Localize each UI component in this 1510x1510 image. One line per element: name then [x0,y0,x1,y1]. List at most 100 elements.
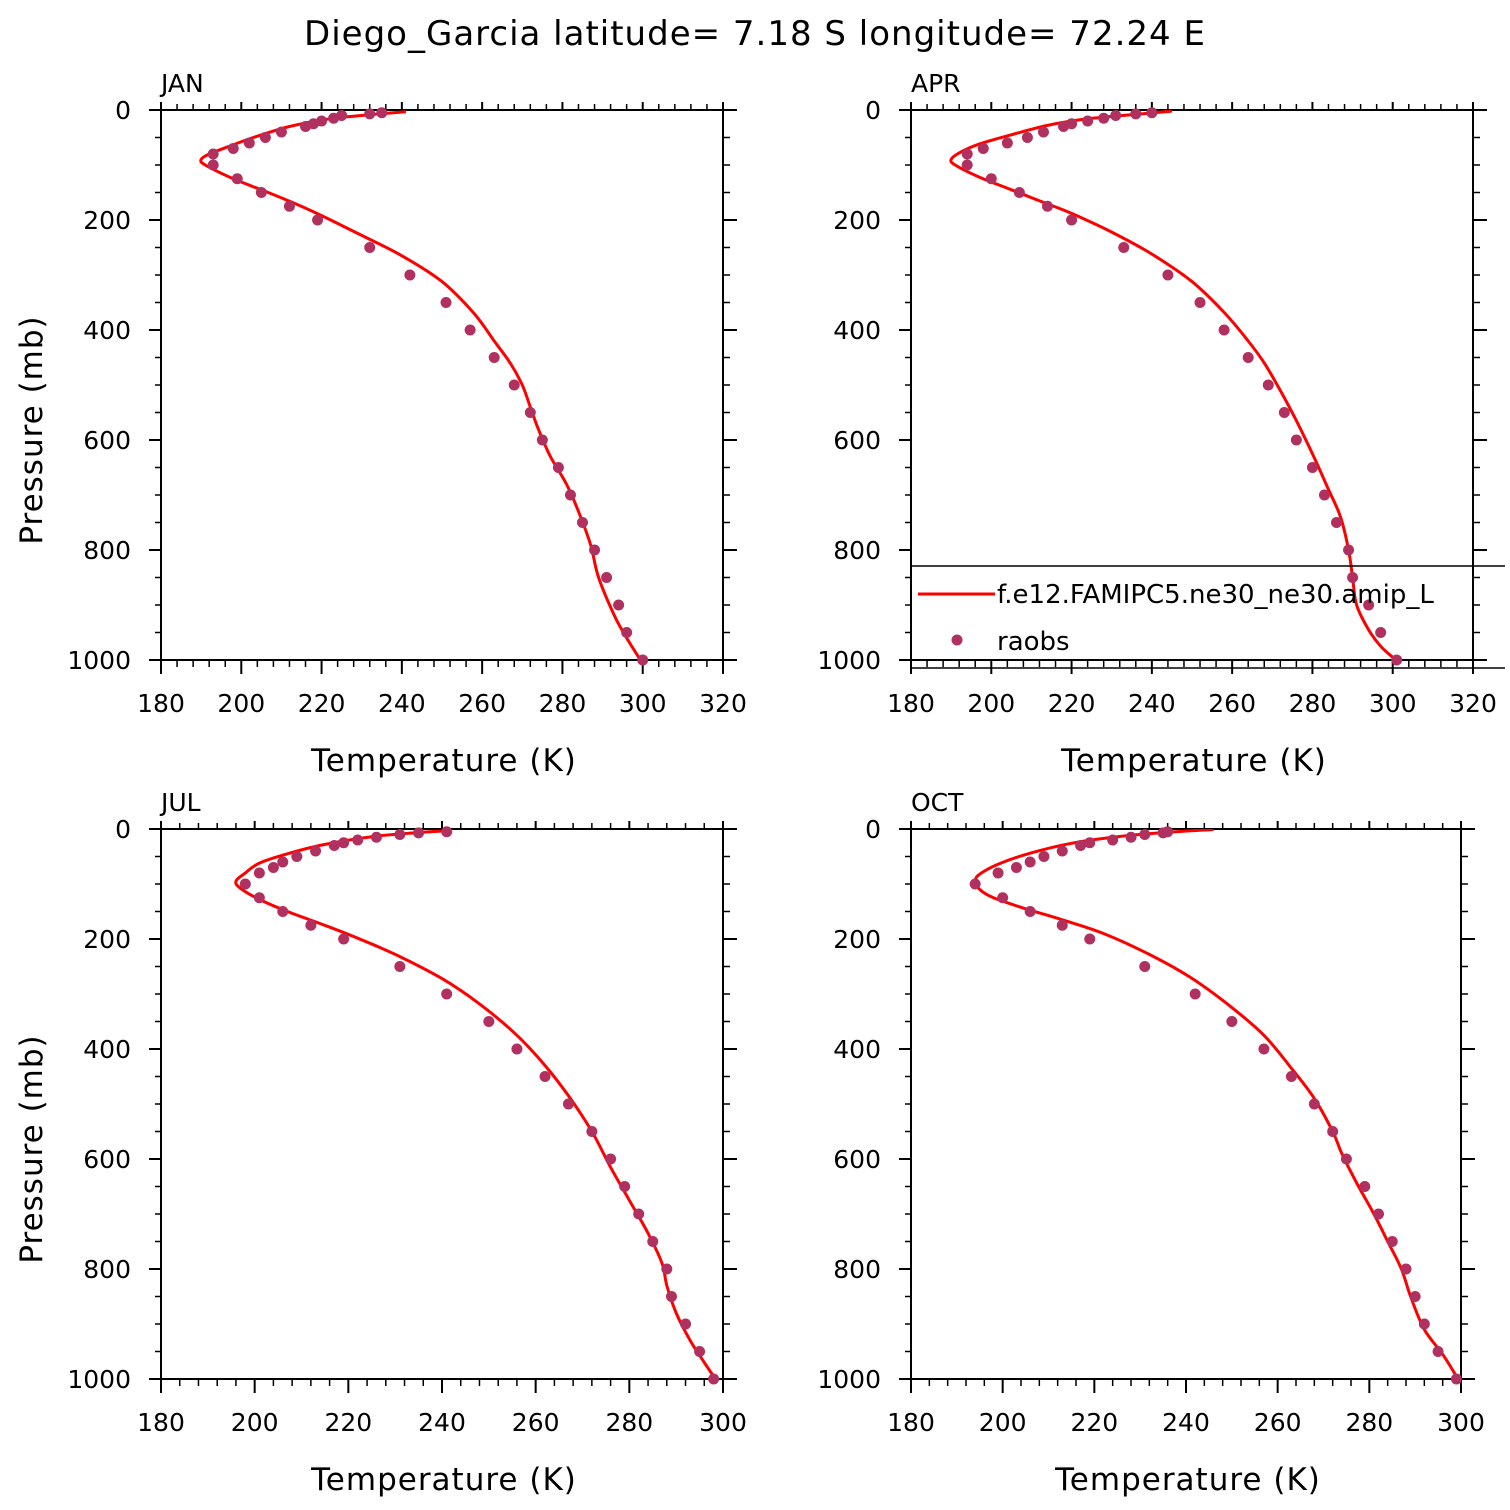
jan-raobs-point [552,462,564,473]
jan-y-tick-label: 200 [83,206,131,235]
apr-raobs-point [1343,544,1355,556]
jul-x-axis-label: Temperature (K) [310,1462,577,1498]
oct-x-tick-label: 260 [1254,1408,1302,1437]
oct-x-tick-label: 220 [1070,1408,1118,1437]
jan-raobs-point [637,654,649,666]
oct-raobs-point [1056,919,1068,931]
apr-y-tick-label: 200 [833,206,881,235]
oct-x-tick-label: 180 [887,1408,935,1437]
jul-x-tick-label: 300 [699,1408,747,1437]
jul-raobs-point [253,867,265,879]
jan-x-tick-label: 280 [539,689,587,718]
jul-raobs-point [239,878,251,890]
oct-model-line [973,829,1458,1378]
apr-x-tick-label: 220 [1048,689,1096,718]
jul-raobs-point [562,1098,574,1110]
jan-y-tick-label: 0 [115,96,131,125]
jan-x-tick-label: 240 [378,689,426,718]
jan-raobs-point [227,143,239,154]
apr-y-tick-label: 400 [833,316,881,345]
apr-raobs-point [1262,379,1274,391]
apr-panel: 180 200 220 240 260 280 300 320 0 200 400 600 800 100… [817,69,1496,779]
oct-raobs-point [1450,1373,1462,1385]
jul-raobs-point [605,1153,617,1165]
apr-panel-label: APR [911,69,961,98]
jul-x-tick-label: 200 [231,1408,279,1437]
jan-raobs-point [536,434,548,446]
jul-raobs-point [661,1263,673,1275]
apr-x-tick-label: 300 [1369,689,1417,718]
apr-raobs-point [1290,434,1302,446]
apr-y-tick-label: 0 [865,96,881,125]
apr-x-tick-label: 260 [1208,689,1256,718]
jul-raobs-point [586,1126,598,1137]
jan-raobs-point [231,173,243,185]
apr-raobs-point [1130,108,1142,120]
jan-raobs-point [312,214,324,226]
jan-x-tick-label: 220 [298,689,346,718]
oct-raobs-point [1189,988,1201,1000]
jul-raobs-point [305,919,317,931]
oct-x-tick-label: 200 [979,1408,1027,1437]
oct-raobs-point [1409,1291,1421,1302]
jul-raobs-point [680,1318,692,1330]
jul-raobs-point [338,837,350,849]
apr-raobs-point [1331,517,1343,528]
jan-y-tick-label: 400 [83,316,131,345]
oct-raobs-point [1139,961,1151,972]
apr-raobs-point [1041,200,1053,212]
jul-raobs-point [483,1016,495,1027]
oct-raobs-point [1400,1263,1412,1275]
apr-raobs-point [1098,112,1110,124]
oct-raobs-point [1157,827,1169,839]
apr-raobs-point [1021,132,1033,143]
apr-y-tick-label: 600 [833,426,881,455]
apr-raobs-point [1218,324,1230,336]
apr-raobs-point [1037,126,1049,138]
oct-raobs-point [1125,831,1137,843]
oct-raobs-point [1432,1346,1444,1357]
apr-raobs-point [1066,214,1078,226]
jan-raobs-point [577,517,588,528]
apr-raobs-point [961,148,973,160]
jan-raobs-point [440,297,452,308]
jan-x-axis-label: Temperature (K) [310,743,577,779]
jan-raobs-point [376,107,388,119]
jul-x-tick-label: 180 [137,1408,185,1437]
jan-raobs-point [488,352,500,363]
oct-raobs-point [969,878,981,890]
oct-panel-label: OCT [911,788,964,817]
jan-raobs-point [464,324,476,336]
jul-raobs-point [647,1236,659,1247]
oct-y-tick-label: 600 [833,1145,881,1174]
jul-x-tick-label: 280 [605,1408,653,1437]
apr-x-axis-label: Temperature (K) [1060,743,1327,779]
oct-x-tick-label: 240 [1162,1408,1210,1437]
jul-raobs-point [441,988,453,1000]
jul-y-tick-label: 400 [83,1035,131,1064]
apr-raobs-point [1278,407,1290,418]
oct-x-tick-label: 300 [1437,1408,1485,1437]
jul-raobs-point [352,834,364,846]
jan-raobs-point [259,132,271,143]
jul-y-tick-label: 1000 [67,1365,131,1394]
apr-raobs-point [1058,121,1070,132]
jul-raobs-point [328,840,340,851]
apr-raobs-point [1082,115,1094,127]
oct-y-tick-label: 0 [865,815,881,844]
oct-raobs-point [1359,1181,1371,1192]
oct-y-tick-label: 400 [833,1035,881,1064]
apr-raobs-point [1110,110,1122,121]
jan-raobs-point [364,242,376,253]
jan-y-tick-label: 1000 [67,646,131,675]
jan-raobs-point [243,137,255,149]
jan-raobs-point [283,200,295,212]
jan-panel-label: JAN [159,69,204,98]
apr-raobs-point [1013,187,1025,198]
jul-raobs-point [267,862,279,873]
apr-raobs-point [1306,462,1318,473]
jul-y-tick-label: 800 [83,1255,131,1284]
jul-raobs-point [708,1373,720,1385]
